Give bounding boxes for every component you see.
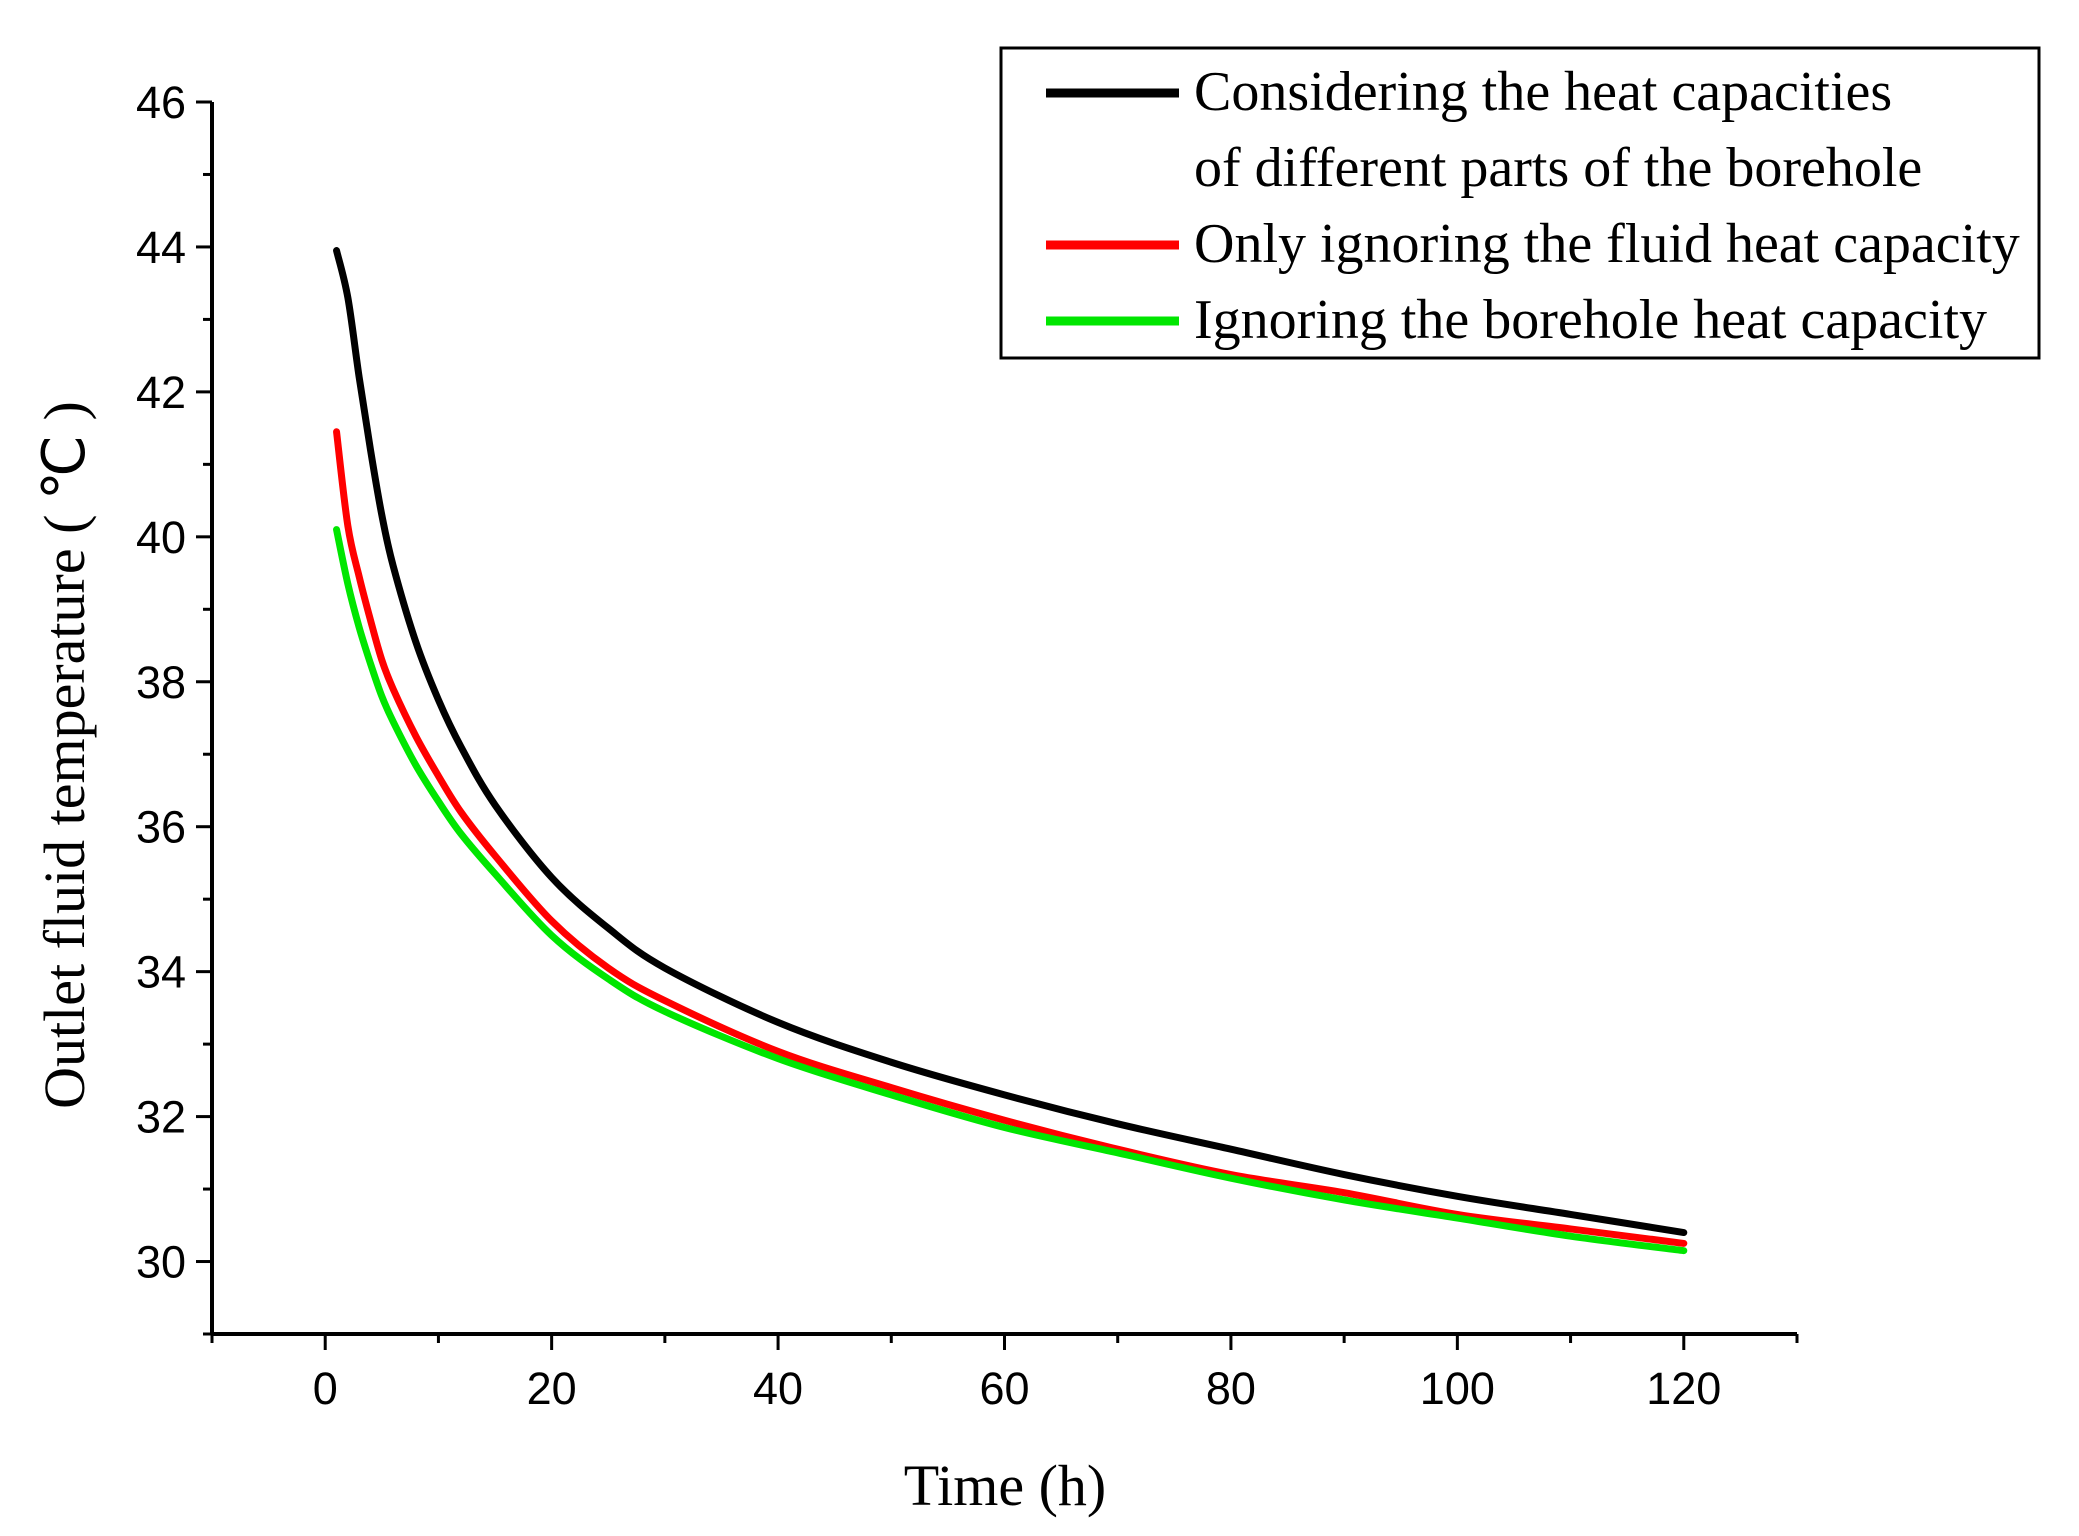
x-tick-label: 60: [979, 1363, 1029, 1414]
y-tick-label: 34: [136, 947, 186, 998]
x-tick-label: 0: [313, 1363, 338, 1414]
y-tick-label: 44: [136, 222, 186, 273]
y-tick-label: 36: [136, 802, 186, 853]
plot-lines: [333, 247, 1688, 1255]
y-tick-label: 42: [136, 367, 186, 418]
legend-entry-text: Ignoring the borehole heat capacity: [1194, 289, 1987, 351]
x-tick-label: 40: [753, 1363, 803, 1414]
legend-entry-text: Only ignoring the fluid heat capacity: [1194, 213, 2020, 275]
y-tick-label: 32: [136, 1092, 186, 1143]
legend-box: [999, 46, 2041, 360]
axes: 30 32 34 36 38 40 42 44 46 0 20 40 60 80 100 120: [136, 77, 1799, 1414]
x-tick-label: 80: [1206, 1363, 1256, 1414]
legend-entry-text: of different parts of the borehole: [1194, 137, 1922, 199]
y-tick-label: 40: [136, 512, 186, 563]
y-axis-title: Outlet fluid temperature ( ℃ ): [32, 401, 97, 1109]
y-tick-label: 38: [136, 657, 186, 708]
legend: Considering the heat capacities of differ…: [999, 46, 2041, 360]
series-line-ignoring-fluid: [333, 428, 1688, 1247]
series-line-full-capacity: [333, 247, 1688, 1237]
x-tick-label: 120: [1646, 1363, 1721, 1414]
x-tick-label: 20: [527, 1363, 577, 1414]
x-tick-label: 100: [1420, 1363, 1495, 1414]
legend-entry-text: Considering the heat capacities: [1194, 61, 1892, 123]
y-tick-label: 30: [136, 1237, 186, 1288]
y-tick-label: 46: [136, 77, 186, 128]
x-axis-title: Time (h): [904, 1453, 1107, 1518]
series-line-ignoring-borehole: [333, 526, 1688, 1255]
